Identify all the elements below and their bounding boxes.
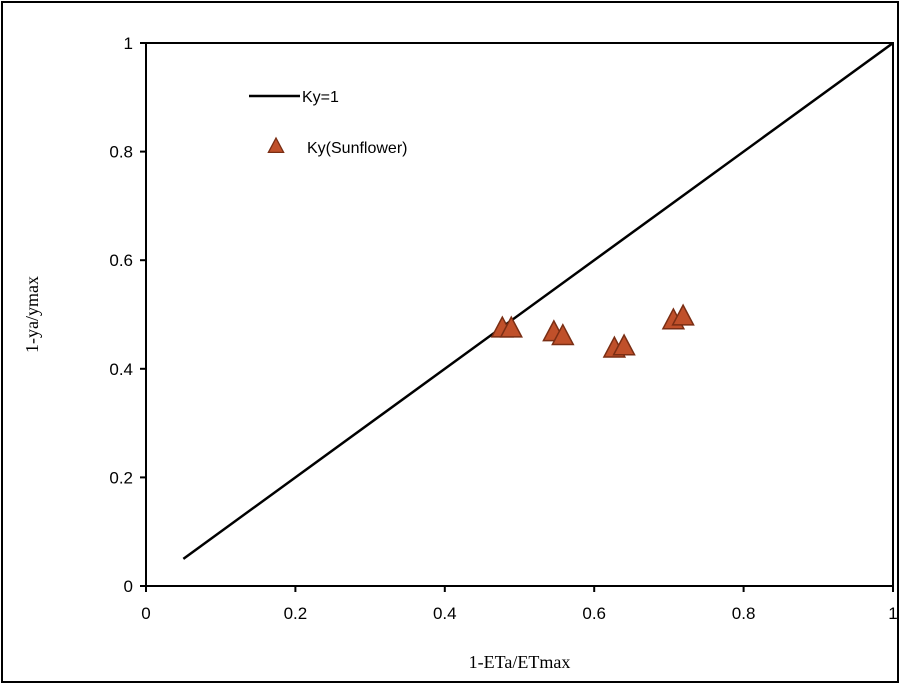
y-tick-label: 0.6 — [109, 251, 133, 270]
y-tick-label: 0 — [124, 577, 133, 596]
sunflower-data-point — [551, 323, 575, 346]
x-tick-label: 0.4 — [433, 604, 457, 623]
y-tick-label: 1 — [124, 34, 133, 53]
x-axis-title: 1-ETa/ETmax — [469, 652, 571, 672]
sunflower-data-point — [499, 315, 523, 338]
legend-label-ky1: Ky=1 — [302, 89, 339, 106]
y-tick-label: 0.8 — [109, 143, 133, 162]
y-tick-label: 0.4 — [109, 360, 133, 379]
x-tick-label: 0 — [141, 604, 150, 623]
x-tick-label: 0.8 — [732, 604, 756, 623]
legend: Ky=1 Ky(Sunflower) — [249, 89, 407, 157]
legend-triangle-swatch — [267, 136, 285, 154]
y-tick-label: 0.2 — [109, 468, 133, 487]
plot-area-border — [145, 42, 894, 587]
series-layer — [182, 41, 894, 560]
x-tick-label: 0.2 — [284, 604, 308, 623]
legend-label-sunflower: Ky(Sunflower) — [307, 140, 407, 157]
ky1-reference-line — [182, 41, 894, 560]
axes: 0 0.2 0.4 0.6 0.8 1 0 0.2 0.4 0.6 0.8 1 — [109, 34, 897, 623]
x-tick-label: 0.6 — [582, 604, 606, 623]
x-tick-label: 1 — [888, 604, 897, 623]
sunflower-data-point — [671, 303, 695, 326]
sunflower-data-point — [612, 333, 636, 356]
y-axis-title: 1-ya/ymax — [22, 276, 42, 353]
